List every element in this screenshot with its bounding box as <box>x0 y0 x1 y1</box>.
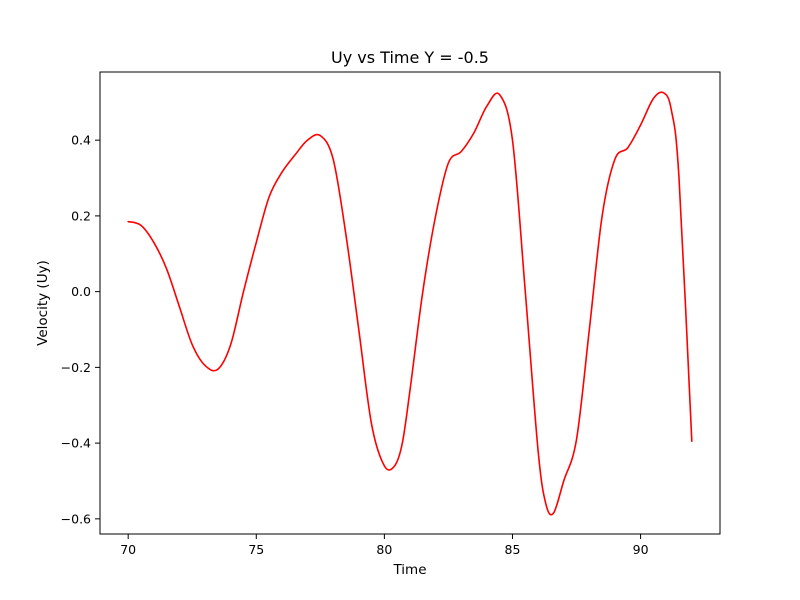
x-axis-ticks: 70 75 80 85 90 <box>120 534 649 557</box>
x-tick-label: 75 <box>248 542 264 557</box>
series-line <box>127 91 693 516</box>
x-axis-label: Time <box>392 562 426 578</box>
y-axis-ticks: −0.6 −0.4 −0.2 0.0 0.2 0.4 <box>61 133 100 526</box>
x-tick-label: 85 <box>505 542 521 557</box>
y-tick-label: 0.4 <box>71 133 91 148</box>
chart-title: Uy vs Time Y = -0.5 <box>331 48 489 67</box>
x-tick-label: 70 <box>120 542 136 557</box>
y-tick-label: −0.2 <box>61 360 91 375</box>
y-tick-label: 0.0 <box>71 284 91 299</box>
x-tick-label: 80 <box>376 542 392 557</box>
y-tick-label: −0.6 <box>61 511 91 526</box>
y-tick-label: −0.4 <box>61 436 91 451</box>
plot-area-frame <box>99 71 721 535</box>
x-tick-label: 90 <box>633 542 649 557</box>
y-axis-label: Velocity (Uy) <box>35 260 51 346</box>
y-tick-label: 0.2 <box>71 208 91 223</box>
